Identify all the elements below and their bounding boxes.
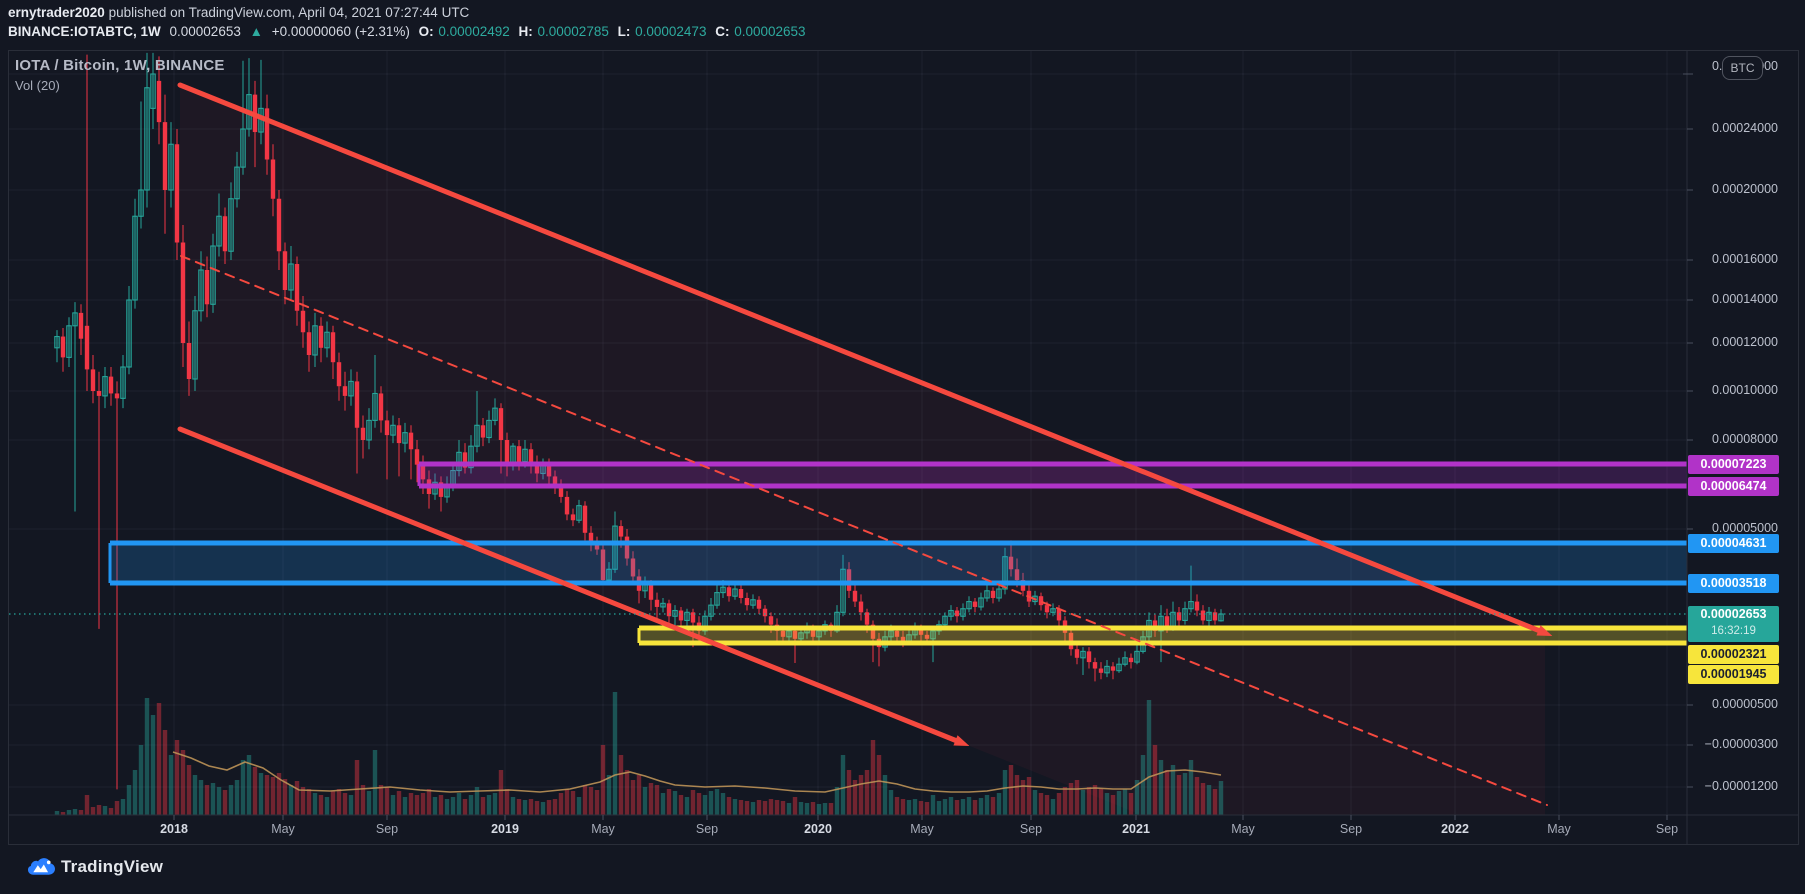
price-axis-label: 0.00024000	[1711, 121, 1778, 135]
high-value: 0.00002785	[537, 24, 609, 39]
symbol-info-bar: BINANCE:IOTABTC, 1W 0.00002653 ▲ +0.0000…	[8, 24, 811, 42]
channel-fill	[180, 85, 1545, 815]
volume-ma-line	[172, 751, 1222, 793]
price-axis-label: 0.00010000	[1711, 383, 1778, 397]
price-level-badge: 0.00004631	[1688, 533, 1779, 553]
currency-unit-button[interactable]: BTC	[1722, 56, 1763, 80]
time-axis-label: Sep	[375, 822, 399, 836]
time-axis-label: Sep	[1019, 822, 1043, 836]
time-axis-label: 2018	[160, 822, 188, 836]
channel-upper-arrowhead	[1536, 625, 1553, 636]
time-axis-label: May	[591, 822, 615, 836]
channel-mid-trendline[interactable]	[180, 255, 1548, 806]
price-axis-label: 0.00014000	[1711, 292, 1778, 306]
time-axis-label: May	[271, 822, 295, 836]
channel-upper-trendline[interactable]	[177, 82, 1548, 636]
time-axis-label: 2020	[804, 822, 832, 836]
price-change: +0.00000060 (+2.31%)	[271, 24, 410, 39]
high-label: H:	[518, 24, 533, 39]
price-axis-label: 0.00012000	[1711, 335, 1778, 349]
chart-legend: IOTA / Bitcoin, 1W, BINANCE Vol (20)	[15, 57, 225, 93]
price-axis-label: 0.00000500	[1711, 697, 1778, 711]
time-axis-label: Sep	[695, 822, 719, 836]
price-level-badge: 0.00007223	[1688, 454, 1779, 474]
time-axis-label: 2022	[1441, 822, 1469, 836]
open-value: 0.00002492	[438, 24, 510, 39]
price-axis-label: −0.00000300	[1704, 737, 1778, 751]
tradingview-logo-icon[interactable]	[28, 856, 55, 878]
last-price: 0.00002653	[169, 24, 241, 39]
up-arrow-icon: ▲	[249, 24, 263, 39]
chart-frame	[8, 50, 1799, 845]
symbol-title[interactable]: BINANCE:IOTABTC, 1W	[8, 24, 161, 39]
time-axis-label: May	[910, 822, 934, 836]
tradingview-brand[interactable]: TradingView	[61, 857, 164, 876]
time-axis-label: Sep	[1655, 822, 1679, 836]
time-axis-label: 2019	[491, 822, 519, 836]
price-level-badge: 0.00001945	[1688, 664, 1779, 684]
countdown-timer: 16:32:19	[1711, 625, 1756, 637]
price-axis-label: −0.00001200	[1704, 779, 1778, 793]
publish-info-bar: ernytrader2020 published on TradingView.…	[8, 5, 469, 22]
chart-legend-title[interactable]: IOTA / Bitcoin, 1W, BINANCE	[15, 57, 225, 74]
time-axis-label: Sep	[1339, 822, 1363, 836]
time-axis-label: May	[1547, 822, 1571, 836]
resistance-purple-zone[interactable]	[417, 461, 1687, 489]
current-price-badge: 0.00002653 16:32:19	[1688, 606, 1779, 642]
author-name[interactable]: ernytrader2020	[8, 5, 105, 20]
publish-text: published on TradingView.com, April 04, …	[104, 5, 470, 20]
channel-lower-trendline[interactable]	[177, 426, 965, 746]
current-price-value: 0.00002653	[1700, 607, 1767, 621]
open-label: O:	[418, 24, 434, 39]
time-axis-label: 2021	[1122, 822, 1150, 836]
time-axis-label: May	[1231, 822, 1255, 836]
channel-lower-arrowhead	[953, 735, 970, 746]
price-level-badge: 0.00006474	[1688, 476, 1779, 496]
close-value: 0.00002653	[734, 24, 806, 39]
low-label: L:	[617, 24, 631, 39]
price-axis-label: 0.00005000	[1711, 521, 1778, 535]
price-axis-label: 0.00008000	[1711, 432, 1778, 446]
price-axis-label: 0.00016000	[1711, 252, 1778, 266]
price-level-badge: 0.00002321	[1688, 644, 1779, 664]
supply-blue-zone[interactable]	[108, 540, 1687, 586]
support-yellow-zone[interactable]	[637, 625, 1687, 646]
candles	[54, 52, 1224, 790]
close-label: C:	[715, 24, 730, 39]
axis-separators	[9, 51, 1799, 845]
price-axis-label: 0.00020000	[1711, 182, 1778, 196]
volume-indicator-label[interactable]: Vol (20)	[15, 78, 60, 93]
volume-bars	[54, 692, 1224, 815]
low-value: 0.00002473	[635, 24, 707, 39]
attribution-bar: TradingView	[28, 852, 163, 882]
price-level-badge: 0.00003518	[1688, 573, 1779, 593]
